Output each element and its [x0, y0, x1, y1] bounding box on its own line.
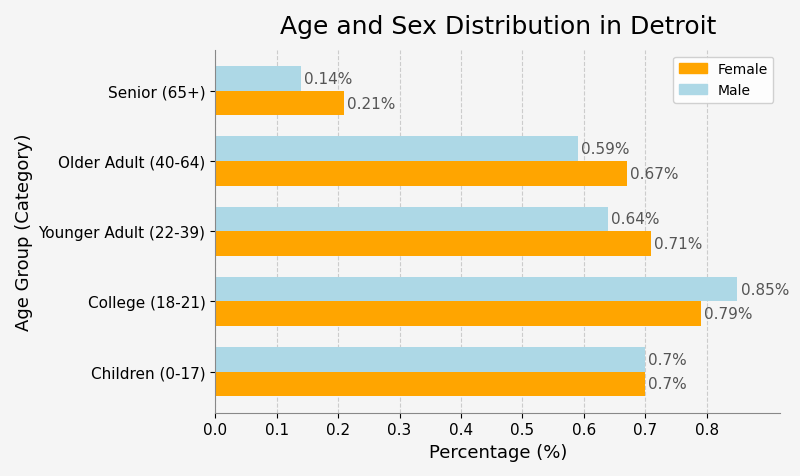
- Bar: [215, 347, 646, 372]
- Text: 0.64%: 0.64%: [611, 212, 660, 227]
- Text: 0.21%: 0.21%: [347, 96, 396, 111]
- Text: 0.14%: 0.14%: [304, 72, 353, 87]
- Legend: Female, Male: Female, Male: [674, 58, 774, 103]
- Text: 0.71%: 0.71%: [654, 237, 703, 251]
- Bar: [215, 137, 578, 162]
- Text: 0.7%: 0.7%: [648, 352, 687, 367]
- Bar: [215, 277, 738, 302]
- Text: 0.67%: 0.67%: [630, 167, 678, 181]
- Text: 0.85%: 0.85%: [741, 282, 789, 297]
- Text: 0.59%: 0.59%: [581, 142, 630, 157]
- Title: Age and Sex Distribution in Detroit: Age and Sex Distribution in Detroit: [280, 15, 716, 39]
- Text: 0.7%: 0.7%: [648, 377, 687, 392]
- Bar: [215, 91, 344, 116]
- Y-axis label: Age Group (Category): Age Group (Category): [15, 133, 33, 330]
- Bar: [215, 207, 609, 232]
- Bar: [215, 372, 646, 397]
- X-axis label: Percentage (%): Percentage (%): [429, 443, 567, 461]
- Bar: [215, 232, 651, 256]
- Bar: [215, 67, 302, 91]
- Text: 0.79%: 0.79%: [704, 307, 752, 321]
- Bar: [215, 302, 701, 327]
- Bar: [215, 162, 627, 186]
